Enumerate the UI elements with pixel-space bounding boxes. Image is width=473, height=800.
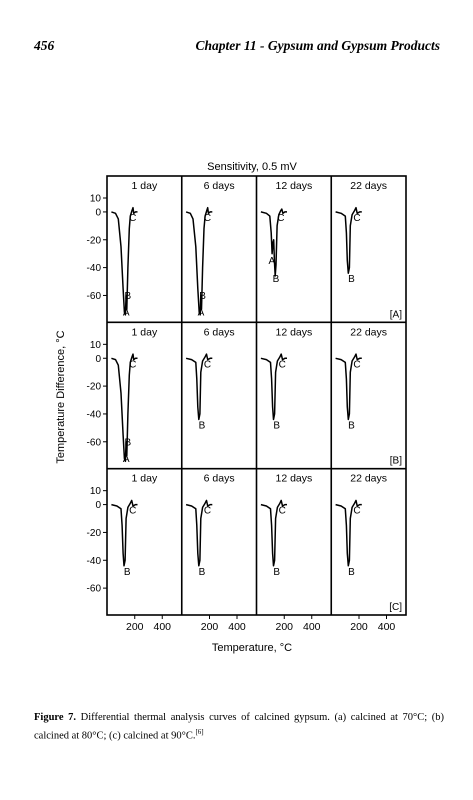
sensitivity-label: Sensitivity, 0.5 mV [207,161,297,173]
y-tick-label: -60 [87,584,102,595]
dta-curve [335,353,362,421]
dta-curve [111,499,138,567]
dta-figure: Sensitivity, 0.5 mV Temperature Differen… [55,161,407,654]
peak-label: B [348,567,355,578]
panel-day-label: 6 days [204,473,235,485]
peak-label: C [129,213,136,224]
y-tick-label: -40 [87,409,102,420]
panel-day-label: 12 days [275,473,312,485]
peak-label: B [199,567,206,578]
panel-day-label: 12 days [275,326,312,338]
x-tick-label: 200 [275,621,293,633]
chapter-title: Chapter 11 - Gypsum and Gypsum Products [195,38,440,53]
dta-curve [260,499,287,567]
dta-curve [260,208,287,277]
panel-day-label: 22 days [350,473,387,485]
dta-curve [335,499,362,567]
x-tick-label: 200 [126,621,144,633]
peak-label: A [123,308,130,319]
chart-labels: 10 0 -20 -40 -60 10 0 -20 -40 -60 10 0 -20 -40 -60 200 4… [87,180,403,633]
peak-label: B [348,421,355,432]
peak-label: C [353,213,360,224]
y-tick-label: 0 [95,354,101,365]
dta-curve [185,499,213,567]
caption-text: Differential thermal analysis curves of … [34,712,444,742]
y-tick-label: -20 [87,528,102,539]
peak-label: B [199,291,206,302]
y-tick-label: -20 [87,382,102,393]
x-tick-label: 400 [303,621,321,633]
peak-label: B [273,567,280,578]
peak-label: C [353,359,360,370]
caption-label: Figure 7. [34,712,77,723]
y-tick-label: 10 [90,340,102,351]
peak-label: C [279,359,286,370]
panel-day-label: 12 days [275,180,312,192]
peak-label: C [204,213,211,224]
x-tick-label: 400 [228,621,246,633]
peak-label: C [204,506,211,517]
x-tick-label: 400 [378,621,396,633]
y-axis-label: Temperature Difference, °C [55,330,67,463]
peak-label: B [273,421,280,432]
x-tick-label: 400 [153,621,171,633]
peak-label: B [348,274,355,285]
row-tag: [A] [390,309,402,320]
panel-day-label: 22 days [350,180,387,192]
dta-curve [111,353,138,463]
peak-label: B [125,291,132,302]
y-tick-label: 10 [90,486,102,497]
peak-label: C [277,213,284,224]
y-tick-label: -20 [87,235,102,246]
row-tag: [B] [390,456,402,467]
peak-label: C [353,506,360,517]
x-tick-label: 200 [350,621,368,633]
panel-day-label: 22 days [350,326,387,338]
y-tick-label: 0 [95,500,101,511]
row-tag: [C] [389,602,402,613]
y-tick-label: -40 [87,556,102,567]
y-tick-label: -40 [87,263,102,274]
peak-label: A [123,454,130,465]
dta-curve [111,206,138,316]
panel-day-label: 1 day [132,473,158,485]
peak-label: C [129,506,136,517]
dta-curve [260,353,287,421]
panel-day-label: 1 day [132,326,158,338]
peak-label: B [199,421,206,432]
peak-label: B [273,274,280,285]
peak-label: B [125,437,132,448]
panel-day-label: 1 day [132,180,158,192]
caption-ref: [6] [195,728,204,736]
x-axis-label: Temperature, °C [212,642,292,654]
peak-label: A [269,256,276,267]
panel-day-label: 6 days [204,180,235,192]
dta-curves [111,206,362,567]
dta-curve [185,206,213,316]
y-tick-label: -60 [87,291,102,302]
dta-curve [335,206,362,274]
peak-label: C [129,359,136,370]
peak-label: C [204,359,211,370]
panel-grid [103,175,407,619]
y-tick-label: -60 [87,437,102,448]
figure-caption: Figure 7. Differential thermal analysis … [34,711,444,744]
page-number: 456 [34,38,55,53]
y-tick-label: 10 [90,194,102,205]
peak-label: A [198,308,205,319]
peak-label: B [124,567,131,578]
dta-curve [185,353,213,421]
y-tick-label: 0 [95,207,101,218]
x-tick-label: 200 [201,621,219,633]
panel-day-label: 6 days [204,326,235,338]
peak-label: C [279,506,286,517]
